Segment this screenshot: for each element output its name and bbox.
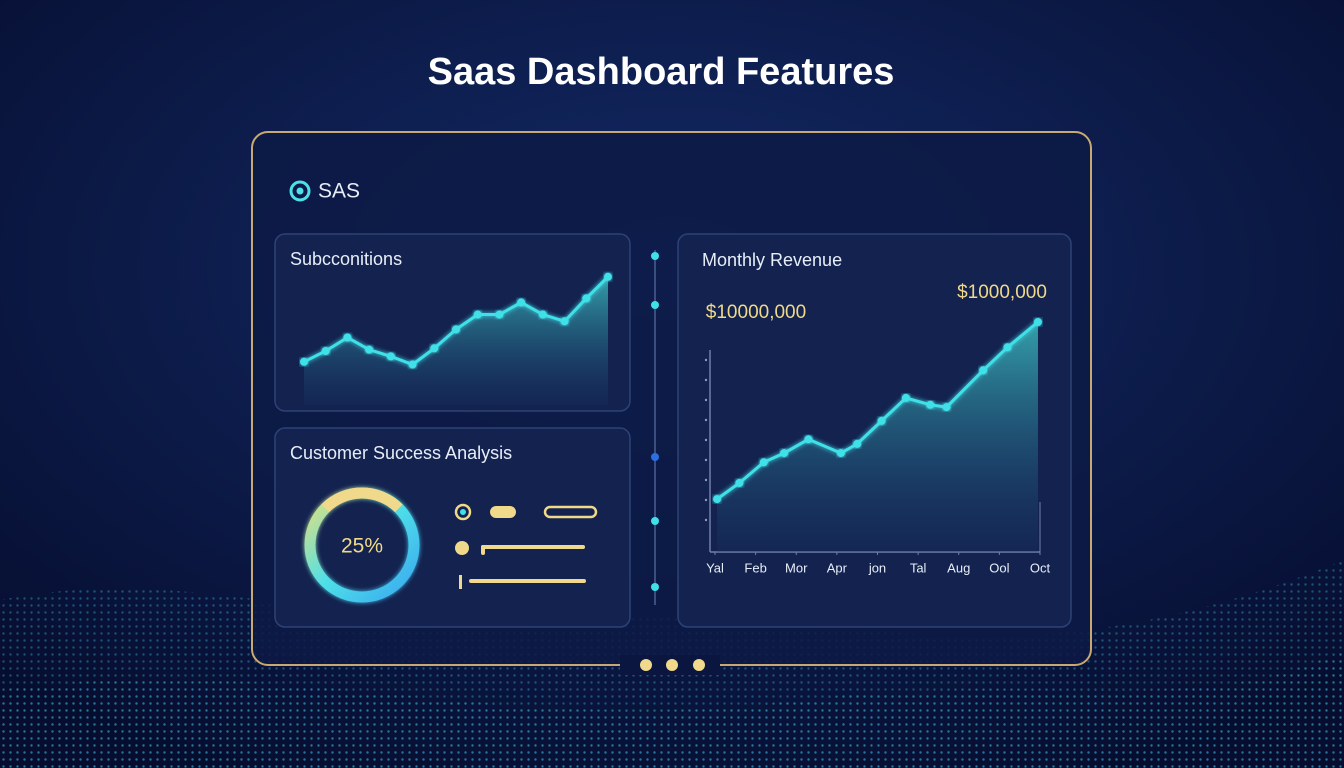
legend-shapes (454, 503, 598, 589)
timeline-dot (651, 453, 659, 461)
x-tick-label: Apr (827, 560, 848, 575)
point (979, 366, 988, 375)
axis-dot (704, 358, 708, 362)
point (343, 333, 352, 342)
dot-wave (0, 650, 1344, 768)
axis-dot (704, 478, 708, 482)
axis-dot (704, 438, 708, 442)
annotation: $1000,000 (957, 282, 1047, 303)
panel-title: Monthly Revenue (702, 250, 842, 270)
x-tick-label: Aug (947, 560, 970, 575)
icon (460, 509, 466, 515)
x-tick-label: jon (868, 560, 886, 575)
bar-line (481, 545, 485, 555)
point (473, 310, 482, 319)
point (901, 393, 910, 402)
x-tick-label: Yal (706, 560, 724, 575)
donut-label: 25% (341, 535, 383, 558)
point (408, 360, 417, 369)
point (780, 449, 789, 458)
point (735, 479, 744, 487)
point (853, 439, 862, 448)
icon (490, 506, 516, 518)
point (604, 272, 612, 281)
panel (274, 427, 631, 628)
annotation: $10000,000 (706, 302, 806, 323)
axis-dot (704, 378, 708, 382)
point (713, 495, 722, 504)
point (836, 449, 845, 458)
point (538, 310, 547, 319)
x-tick-label: Oct (1030, 560, 1051, 575)
point (1033, 318, 1042, 326)
area (717, 322, 1038, 552)
timeline-dot (651, 517, 659, 525)
point (1003, 343, 1012, 352)
x-tick-label: Ool (989, 560, 1009, 575)
x-tick-label: Mor (785, 560, 808, 575)
axis-dot (704, 458, 708, 462)
bar-outline (543, 505, 598, 519)
panel-title: Customer Success Analysis (290, 443, 512, 463)
pager-dot (640, 659, 652, 671)
point (877, 416, 886, 425)
pager-dot (693, 659, 705, 671)
point (430, 344, 439, 353)
point (300, 357, 308, 366)
point (365, 345, 374, 354)
point (804, 435, 813, 444)
axis-dot (704, 498, 708, 502)
point (926, 400, 935, 409)
point (495, 310, 504, 319)
point (759, 458, 768, 467)
point (321, 347, 330, 355)
icon (455, 541, 469, 555)
pager-dot (666, 659, 678, 671)
brand-icon (289, 180, 311, 202)
point (582, 294, 591, 303)
point (452, 325, 460, 334)
timeline-dot (651, 252, 659, 260)
brand-icon (296, 187, 304, 195)
brand: SAS (318, 180, 360, 203)
bar-line (459, 575, 462, 589)
timeline-dot (651, 301, 659, 309)
axis-dot (704, 418, 708, 422)
page-title: Saas Dashboard Features (428, 51, 895, 93)
icon (454, 503, 472, 521)
timeline-dot (651, 583, 659, 591)
axis-dot (704, 518, 708, 522)
point (942, 403, 951, 412)
axis-dot (704, 398, 708, 402)
x-tick-label: Feb (744, 560, 766, 575)
panel-title: Subcconitions (290, 249, 402, 269)
point (386, 352, 395, 361)
bar-line (469, 579, 586, 583)
bar-line (481, 545, 585, 549)
point (560, 317, 569, 326)
donut-arc (304, 487, 420, 603)
point (517, 298, 526, 307)
x-tick-label: Tal (910, 560, 927, 575)
